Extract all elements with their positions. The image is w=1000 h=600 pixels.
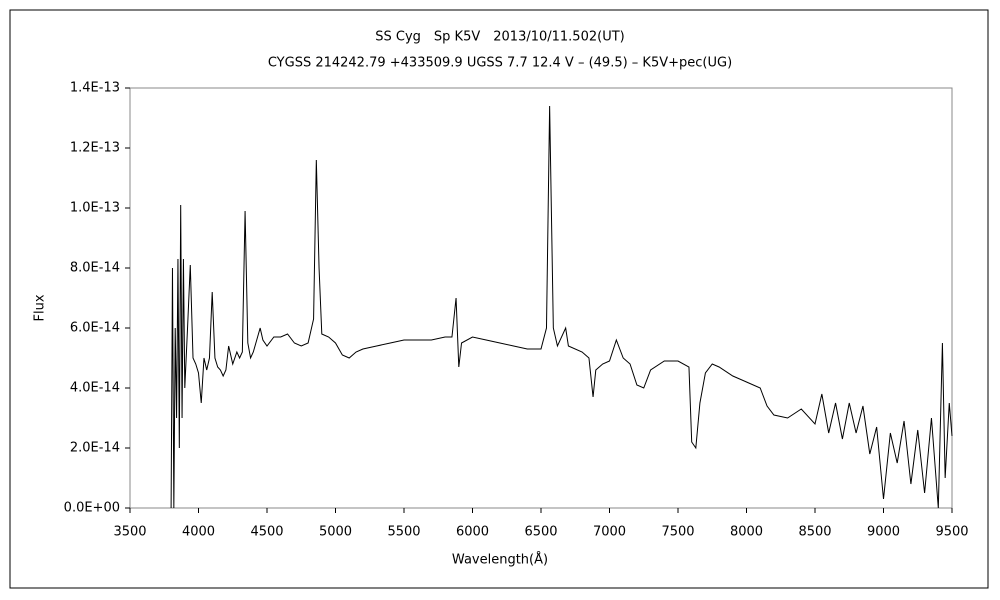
x-tick-label: 4500 xyxy=(250,525,283,540)
y-tick-label: 8.0E-14 xyxy=(70,261,120,276)
x-tick-label: 3500 xyxy=(113,525,146,540)
x-tick-label: 8000 xyxy=(730,525,763,540)
y-tick-label: 1.4E-13 xyxy=(70,81,120,96)
y-axis-label: Flux xyxy=(33,294,48,321)
x-tick-label: 9500 xyxy=(935,525,968,540)
y-tick-label: 4.0E-14 xyxy=(70,381,120,396)
y-tick-label: 6.0E-14 xyxy=(70,321,120,336)
chart-frame xyxy=(9,9,989,589)
x-tick-label: 9000 xyxy=(867,525,900,540)
x-tick-label: 6500 xyxy=(524,525,557,540)
x-tick-label: 4000 xyxy=(182,525,215,540)
y-tick-label: 0.0E+00 xyxy=(64,501,120,516)
y-tick-label: 2.0E-14 xyxy=(70,441,120,456)
x-tick-label: 5000 xyxy=(319,525,352,540)
x-tick-label: 5500 xyxy=(387,525,420,540)
x-tick-label: 7000 xyxy=(593,525,626,540)
y-tick-label: 1.2E-13 xyxy=(70,141,120,156)
y-tick-label: 1.0E-13 xyxy=(70,201,120,216)
x-tick-label: 7500 xyxy=(661,525,694,540)
chart-subtitle: CYGSS 214242.79 +433509.9 UGSS 7.7 12.4 … xyxy=(268,56,732,71)
chart-title: SS Cyg Sp K5V 2013/10/11.502(UT) xyxy=(375,30,624,45)
x-tick-label: 8500 xyxy=(798,525,831,540)
x-tick-label: 6000 xyxy=(456,525,489,540)
x-axis-label: Wavelength(Å) xyxy=(452,552,548,568)
spectrum-line xyxy=(170,105,953,509)
